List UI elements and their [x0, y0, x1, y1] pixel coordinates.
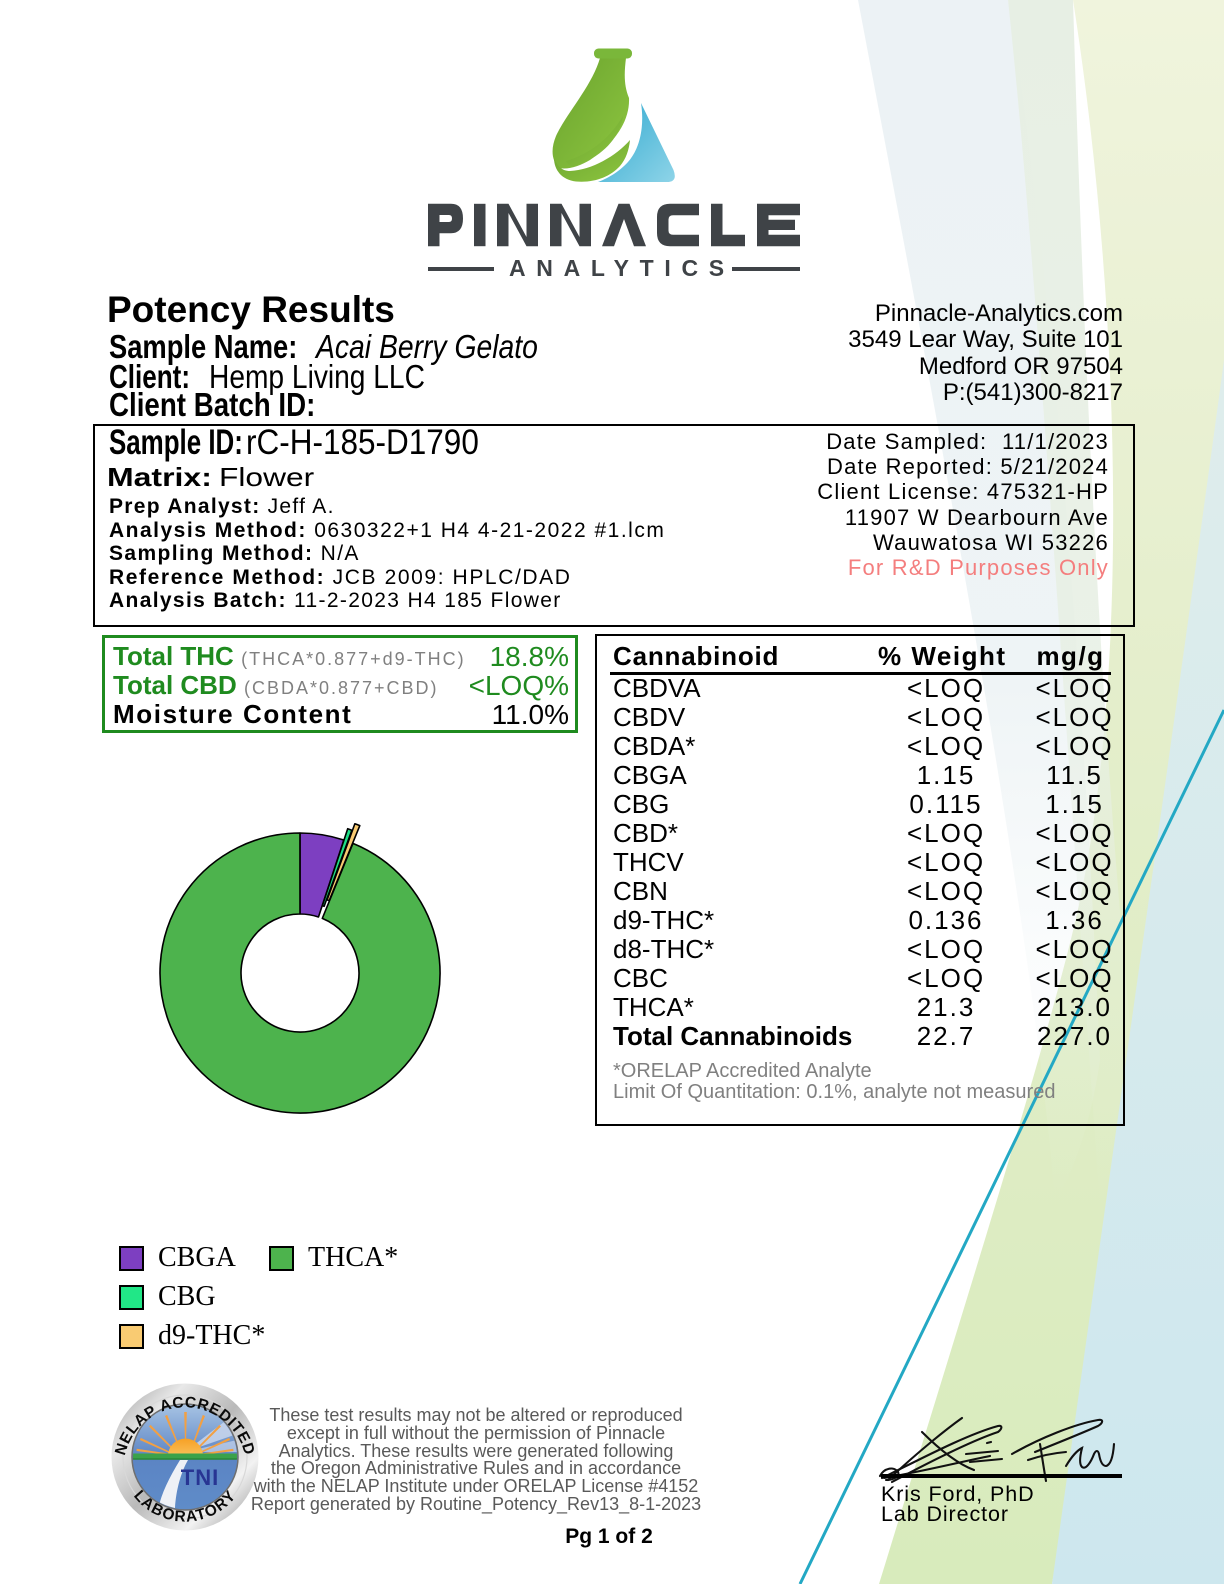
svg-text:TNI: TNI [181, 1465, 219, 1490]
